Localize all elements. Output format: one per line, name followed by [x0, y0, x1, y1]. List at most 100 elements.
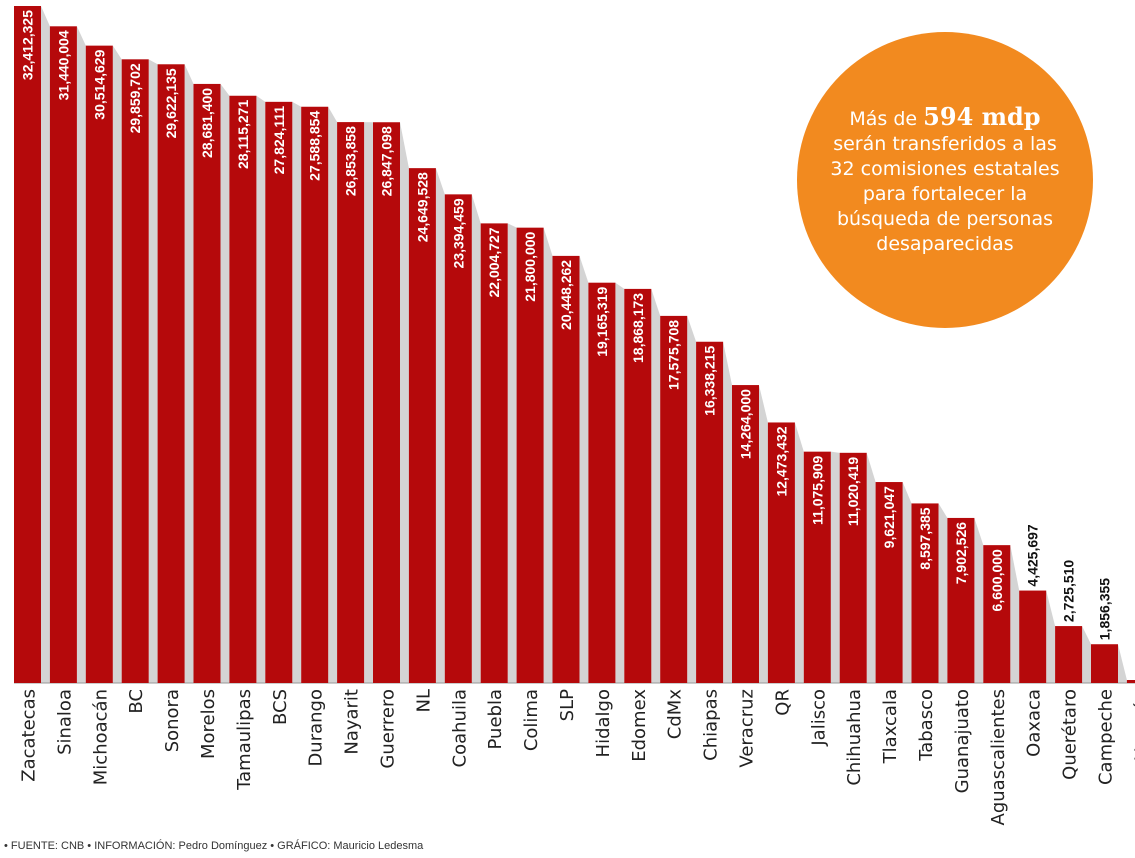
- bar-shadow: [184, 64, 194, 683]
- bar-shadow: [651, 288, 661, 683]
- bar-shadow: [471, 194, 481, 683]
- value-label: 29,859,702: [127, 63, 143, 133]
- bar-shadow: [543, 227, 553, 683]
- bar-shadow: [759, 385, 768, 683]
- category-label: Zacatecas: [19, 689, 40, 782]
- category-label: SLP: [557, 689, 578, 721]
- value-label: 16,338,215: [702, 346, 718, 416]
- category-label: Tamaulipas: [234, 689, 255, 791]
- category-label: BCS: [270, 689, 291, 725]
- bar: [1091, 644, 1118, 683]
- bar: [516, 227, 544, 683]
- bar-shadow: [328, 106, 338, 683]
- category-label: Aguascalientes: [988, 689, 1009, 825]
- bar-shadow: [435, 168, 445, 683]
- bar: [444, 194, 472, 683]
- value-labels: 32,412,325 31,440,004 30,514,629 29,859,702…: [20, 10, 1135, 679]
- category-label: Oaxaca: [1024, 689, 1045, 757]
- category-label: Chihuahua: [844, 689, 865, 786]
- value-label: 6,600,000: [989, 549, 1005, 611]
- value-label: 27,824,111: [271, 106, 287, 175]
- value-label: 28,115,271: [235, 100, 251, 170]
- value-label: 2,725,510: [1061, 560, 1077, 622]
- bar-shadow: [615, 282, 625, 683]
- category-label: Guanajuato: [952, 689, 973, 793]
- value-label: 26,847,098: [379, 126, 395, 196]
- bar: [875, 482, 903, 683]
- value-label: 19,165,319: [594, 286, 610, 356]
- bar: [624, 288, 652, 683]
- value-label: 17,575,708: [666, 320, 682, 390]
- value-label: 22,004,727: [486, 227, 502, 297]
- value-label: 8,597,385: [917, 507, 933, 569]
- bar: [49, 26, 77, 684]
- category-label: QR: [772, 689, 793, 716]
- value-label: 24,649,528: [414, 172, 430, 242]
- bar: [337, 122, 365, 684]
- bar: [732, 385, 759, 683]
- category-label: Chiapas: [701, 689, 722, 761]
- category-label: Durango: [306, 689, 327, 767]
- value-label: 29,622,135: [163, 68, 179, 138]
- bar: [1055, 626, 1083, 683]
- bar-shadow: [1046, 590, 1056, 683]
- bar: [660, 315, 688, 683]
- value-label: 11,075,909: [809, 455, 825, 525]
- callout-lead: Más de 594 mdp: [849, 104, 1040, 132]
- bar: [767, 422, 795, 683]
- category-label: Puebla: [485, 689, 506, 749]
- bar: [1126, 680, 1135, 683]
- bar: [588, 282, 616, 683]
- bar: [229, 95, 257, 684]
- bar-shadow: [148, 59, 158, 683]
- category-label: Jalisco: [808, 689, 829, 747]
- callout-amount: 594 mdp: [923, 101, 1041, 131]
- bar: [14, 6, 41, 683]
- bar-shadow: [687, 315, 697, 683]
- bar: [552, 255, 580, 683]
- value-label: 11,020,419: [845, 457, 861, 527]
- category-label: Edomex: [629, 689, 650, 762]
- bar: [696, 341, 724, 683]
- bar: [911, 503, 939, 683]
- value-label: 31,440,004: [55, 30, 71, 100]
- category-label: Hidalgo: [593, 689, 614, 757]
- bar: [839, 452, 867, 683]
- category-label: NL: [413, 689, 434, 713]
- category-label: BC: [126, 689, 147, 714]
- category-label: CdMx: [665, 689, 686, 740]
- bar: [480, 223, 508, 683]
- bar-shadow: [1118, 644, 1127, 683]
- value-label: 9,621,047: [881, 486, 897, 548]
- category-label: Colima: [521, 689, 542, 751]
- callout-prefix: Más de: [849, 107, 918, 130]
- bar: [983, 545, 1011, 683]
- category-label: Veracruz: [737, 689, 758, 768]
- callout-line-5: desaparecidas: [876, 232, 1014, 255]
- bar-shadow: [41, 6, 50, 683]
- bar: [265, 101, 293, 684]
- bar-shadow: [938, 503, 948, 683]
- value-label: 53,550: [1132, 636, 1135, 679]
- value-label: 7,902,526: [953, 522, 969, 584]
- bar-shadow: [902, 482, 912, 683]
- bar-shadow: [256, 95, 266, 684]
- callout-line-2: 32 comisiones estatales: [830, 157, 1060, 180]
- value-label: 21,800,000: [522, 231, 538, 301]
- bar-shadow: [579, 255, 589, 683]
- category-label: Morelos: [198, 689, 219, 759]
- category-labels: Zacatecas Sinaloa Michoacán BC Sonora Morelos…: [19, 689, 1135, 826]
- value-label: 26,853,858: [343, 126, 359, 196]
- bar: [193, 83, 221, 683]
- value-label: 18,868,173: [630, 293, 646, 363]
- bar-shadow: [830, 451, 840, 683]
- bar-shadows: [41, 6, 1127, 684]
- value-label: 14,264,000: [738, 389, 754, 459]
- category-label: Sonora: [162, 689, 183, 752]
- value-label: 30,514,629: [91, 49, 107, 119]
- bar-shadow: [974, 517, 984, 683]
- value-label: 1,856,355: [1097, 578, 1113, 640]
- bar-shadow: [220, 83, 230, 683]
- value-label: 27,588,854: [307, 111, 323, 181]
